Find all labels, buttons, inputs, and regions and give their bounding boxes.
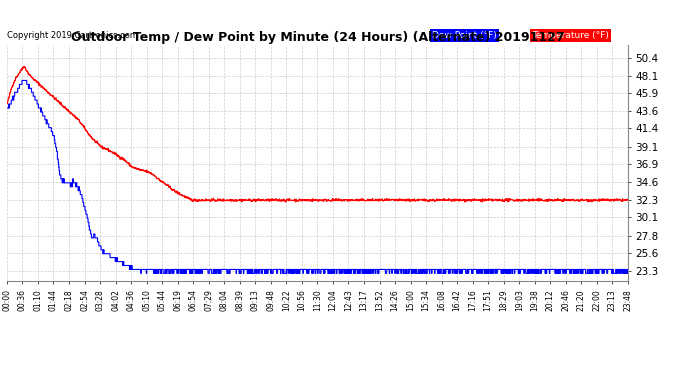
- Text: Dew Point (°F): Dew Point (°F): [432, 31, 497, 40]
- Text: Copyright 2019 Cartronics.com: Copyright 2019 Cartronics.com: [7, 31, 138, 40]
- Text: Temperature (°F): Temperature (°F): [531, 31, 609, 40]
- Title: Outdoor Temp / Dew Point by Minute (24 Hours) (Alternate) 20191127: Outdoor Temp / Dew Point by Minute (24 H…: [70, 31, 564, 44]
